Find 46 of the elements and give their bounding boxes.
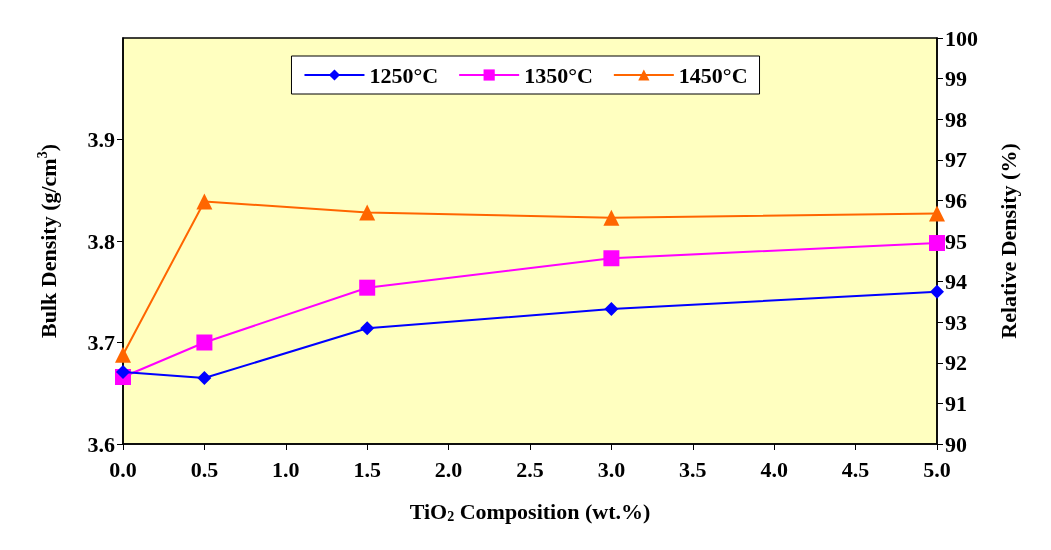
y2-tick-label: 97 — [945, 147, 967, 173]
x-tick-label: 0.5 — [190, 456, 219, 482]
y2-tick-label: 96 — [945, 187, 967, 213]
legend-label: 1250°C — [369, 62, 439, 88]
y2-tick-label: 93 — [945, 309, 967, 335]
legend-label: 1350°C — [524, 62, 593, 88]
y2-tick-label: 99 — [945, 66, 967, 92]
y2-tick-label: 92 — [945, 350, 967, 376]
y-tick-label: 3.9 — [87, 127, 115, 152]
point — [197, 371, 212, 386]
y2-tick-label: 94 — [945, 269, 967, 295]
point — [196, 193, 213, 210]
point — [603, 209, 620, 226]
point — [359, 279, 376, 296]
x-tick-label: 4.5 — [841, 456, 870, 482]
y-tick-label: 3.8 — [87, 228, 115, 254]
y2-tick-label: 95 — [945, 228, 967, 254]
point — [196, 334, 213, 351]
point — [929, 205, 945, 222]
y-tick-label: 3.7 — [87, 330, 115, 355]
x-tick-label: 3.5 — [679, 456, 707, 482]
x-tick-label: 3.0 — [597, 456, 626, 482]
point — [360, 321, 375, 336]
point — [115, 346, 131, 363]
point — [929, 235, 945, 252]
x-tick-label: 5.0 — [923, 456, 951, 482]
y-tick-label: 3.6 — [87, 431, 115, 457]
point — [930, 284, 944, 299]
point — [603, 250, 620, 267]
x-tick-label: 0.0 — [109, 456, 137, 482]
x-tick-label: 2.0 — [434, 456, 463, 482]
y2-tick-label: 91 — [945, 390, 967, 416]
point — [116, 364, 130, 379]
x-tick-label: 1.5 — [353, 456, 381, 482]
x-tick-label: 1.0 — [272, 456, 300, 482]
y2-axis-title: Relative Density (%) — [995, 143, 1021, 339]
legend-label: 1450°C — [678, 62, 748, 88]
x-tick-label: 4.0 — [760, 456, 788, 482]
y-axis-title: Bulk Density (g/cm3) — [34, 144, 61, 339]
y2-tick-label: 100 — [945, 25, 978, 51]
y2-tick-label: 98 — [945, 106, 967, 132]
point — [359, 204, 376, 221]
point — [604, 302, 619, 317]
x-axis-title: TiO2 Composition (wt.%) — [409, 498, 651, 524]
y2-tick-label: 90 — [945, 431, 967, 457]
x-tick-label: 2.5 — [516, 456, 544, 482]
